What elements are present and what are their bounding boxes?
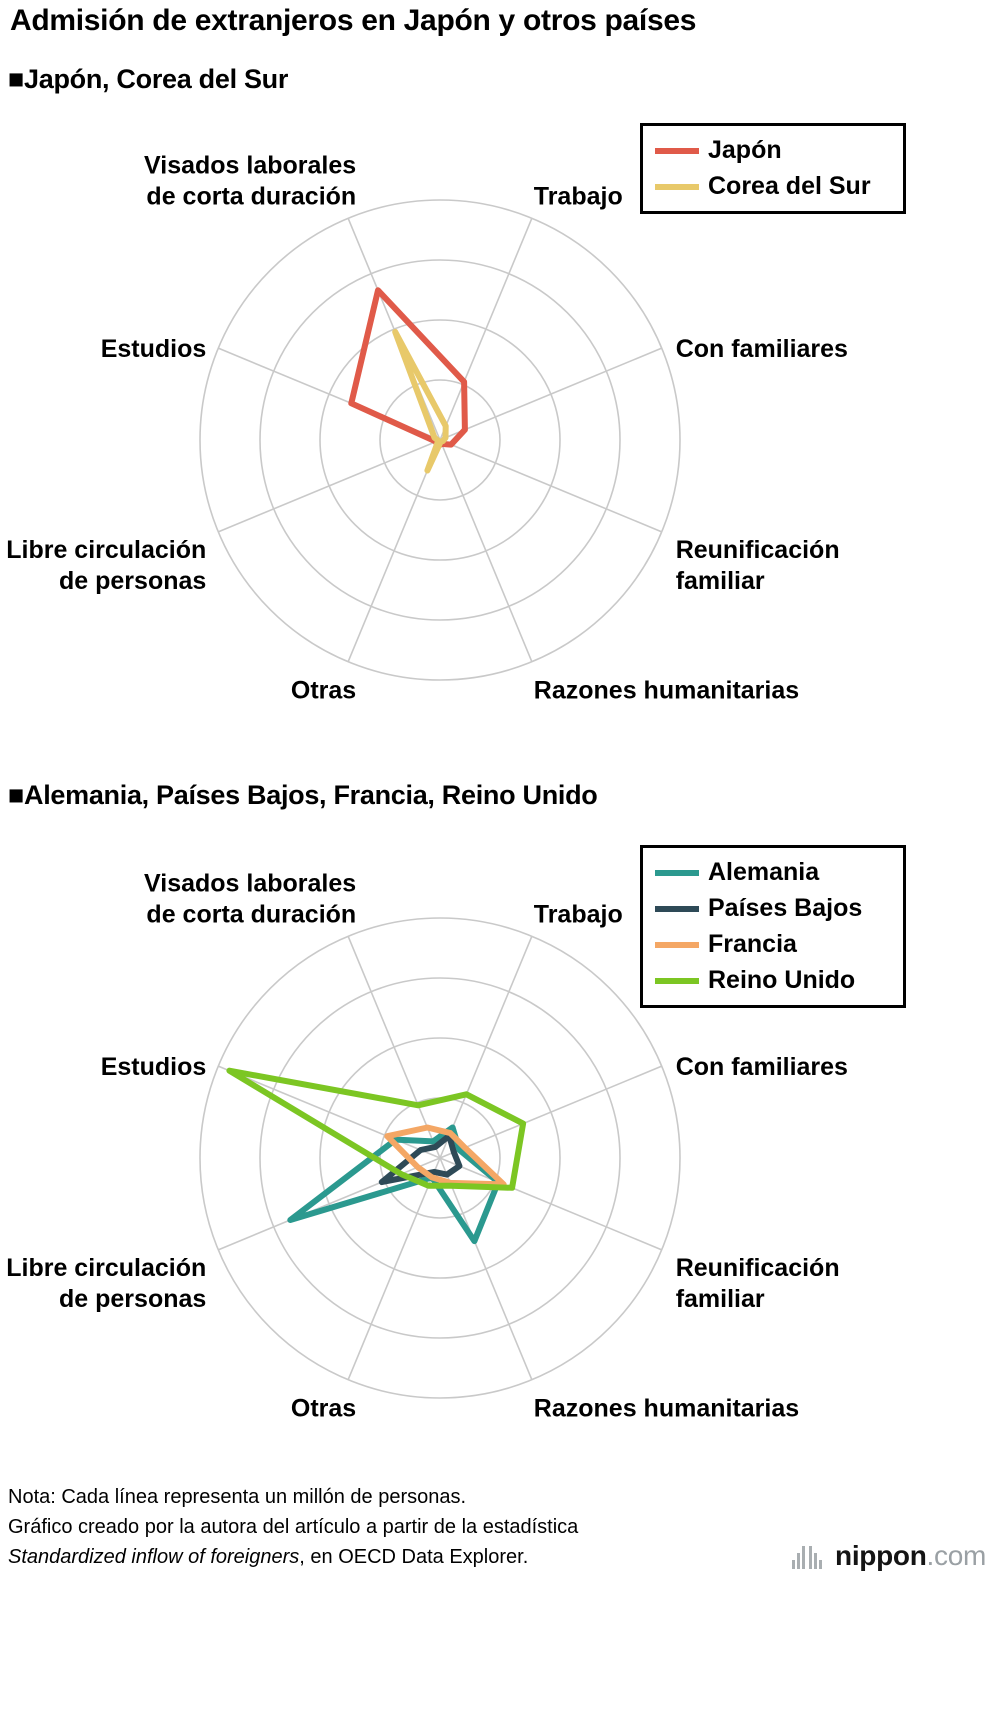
axis-label-reunificaci-n-familiar: familiar [676,567,765,595]
radar-grid-ring [379,379,501,501]
brand-name: nippon [835,1540,927,1571]
legend-label-pa-ses-bajos: Países Bajos [708,894,863,922]
legend-swatch-alemania [655,869,699,876]
axis-label-visados-laborales-de-corta-duraci-n: Visados laborales [144,869,356,897]
legend-japan-korea: Japón Corea del Sur [640,123,906,214]
axis-label-otras: Otras [291,1395,356,1423]
radar-axis-spoke-libre-circulaci-n-de-personas [217,439,441,533]
radar-chart-japan-korea: Trabajo Con familiares Reunificación famili… [6,151,848,705]
radar-axis-spoke-con-familiares [439,1065,663,1159]
credit-line-1: Gráfico creado por la autora del artícul… [8,1516,579,1538]
legend-item-alemania: Alemania [655,857,891,888]
axis-label-reunificaci-n-familiar: Reunificación [676,536,840,564]
radar-axis-spoke-trabajo [439,217,533,441]
radar-series-reino-unido [226,1067,527,1191]
radar-series-corea-del-sur [392,328,449,474]
axis-label-libre-circulaci-n-de-personas: de personas [59,1285,206,1313]
axis-label-visados-laborales-de-corta-duraci-n: de corta duración [146,182,356,210]
legend-item-jap-n: Japón [655,135,891,166]
legend-swatch-francia [655,941,699,948]
axis-label-libre-circulaci-n-de-personas: Libre circulación [6,536,206,564]
axis-label-visados-laborales-de-corta-duraci-n: Visados laborales [144,151,356,179]
footer: Nota: Cada línea representa un millón de… [8,1482,578,1572]
legend-swatch-corea-del-sur [655,183,699,190]
radar-axis-spoke-reunificaci-n-familiar [439,1157,663,1251]
legend-label-corea-del-sur: Corea del Sur [708,172,871,200]
radar-axis-spoke-razones-humanitarias [439,439,533,663]
section-heading-japan-korea: ■Japón, Corea del Sur [8,64,289,94]
axis-label-razones-humanitarias: Razones humanitarias [534,1395,799,1423]
legend-label-jap-n: Japón [708,136,782,164]
axis-label-estudios: Estudios [101,335,207,363]
radar-axis-spoke-con-familiares [439,347,663,441]
section-heading-europe: ■Alemania, Países Bajos, Francia, Reino … [8,780,598,810]
signal-bars-icon [792,1542,826,1570]
axis-label-libre-circulaci-n-de-personas: Libre circulación [6,1254,206,1282]
axis-label-libre-circulaci-n-de-personas: de personas [59,567,206,595]
radar-grid-ring [199,917,681,1399]
nippon-logo: nippon.com [792,1540,986,1572]
legend-swatch-reino-unido [655,977,699,984]
axis-label-reunificaci-n-familiar: Reunificación [676,1254,840,1282]
axis-label-visados-laborales-de-corta-duraci-n: de corta duración [146,900,356,928]
brand-wordmark: nippon.com [835,1540,986,1572]
axis-label-trabajo: Trabajo [534,900,623,928]
axis-label-otras: Otras [291,677,356,705]
legend-label-reino-unido: Reino Unido [708,966,856,994]
radar-axis-spoke-reunificaci-n-familiar [439,439,663,533]
legend-item-corea-del-sur: Corea del Sur [655,171,891,202]
radar-grid-ring [319,319,561,561]
credit-source-rest: , en OECD Data Explorer. [299,1546,529,1568]
footnote: Nota: Cada línea representa un millón de… [8,1486,467,1508]
axis-label-reunificaci-n-familiar: familiar [676,1285,765,1313]
radar-grid-ring [259,259,621,621]
radar-axis-spoke-libre-circulaci-n-de-personas [217,1157,441,1251]
radar-axis-spoke-razones-humanitarias [439,1157,533,1381]
legend-item-francia: Francia [655,929,891,960]
legend-swatch-pa-ses-bajos [655,905,699,912]
radar-axis-spoke-trabajo [439,935,533,1159]
page-title: Admisión de extranjeros en Japón y otros… [10,4,697,37]
legend-item-pa-ses-bajos: Países Bajos [655,893,891,924]
axis-label-estudios: Estudios [101,1053,207,1081]
radar-axis-spoke-estudios [217,1065,441,1159]
radar-chart-europe: Trabajo Con familiares Reunificación famili… [6,869,848,1423]
axis-label-razones-humanitarias: Razones humanitarias [534,677,799,705]
legend-item-reino-unido: Reino Unido [655,965,891,996]
brand-suffix: .com [926,1540,987,1571]
radar-grid-ring [319,1037,561,1279]
legend-swatch-jap-n [655,147,699,154]
legend-label-alemania: Alemania [708,858,820,886]
axis-label-trabajo: Trabajo [534,182,623,210]
radar-axis-spoke-visados-laborales-de-corta-duraci-n [347,935,441,1159]
radar-grid-ring [199,199,681,681]
radar-grid-ring [259,977,621,1339]
radar-series-francia [384,1124,507,1188]
credit-source-title: Standardized inflow of foreigners [8,1546,300,1568]
axis-label-con-familiares: Con familiares [676,1053,848,1081]
axis-label-con-familiares: Con familiares [676,335,848,363]
legend-europe: Alemania Países Bajos Francia Reino Unido [640,845,906,1008]
credit-line-2: Standardized inflow of foreigners, en OE… [8,1542,578,1572]
radar-axis-spoke-otras [347,439,441,663]
radar-axis-spoke-otras [347,1157,441,1381]
radar-series-pa-ses-bajos [378,1132,463,1186]
legend-label-francia: Francia [708,930,797,958]
